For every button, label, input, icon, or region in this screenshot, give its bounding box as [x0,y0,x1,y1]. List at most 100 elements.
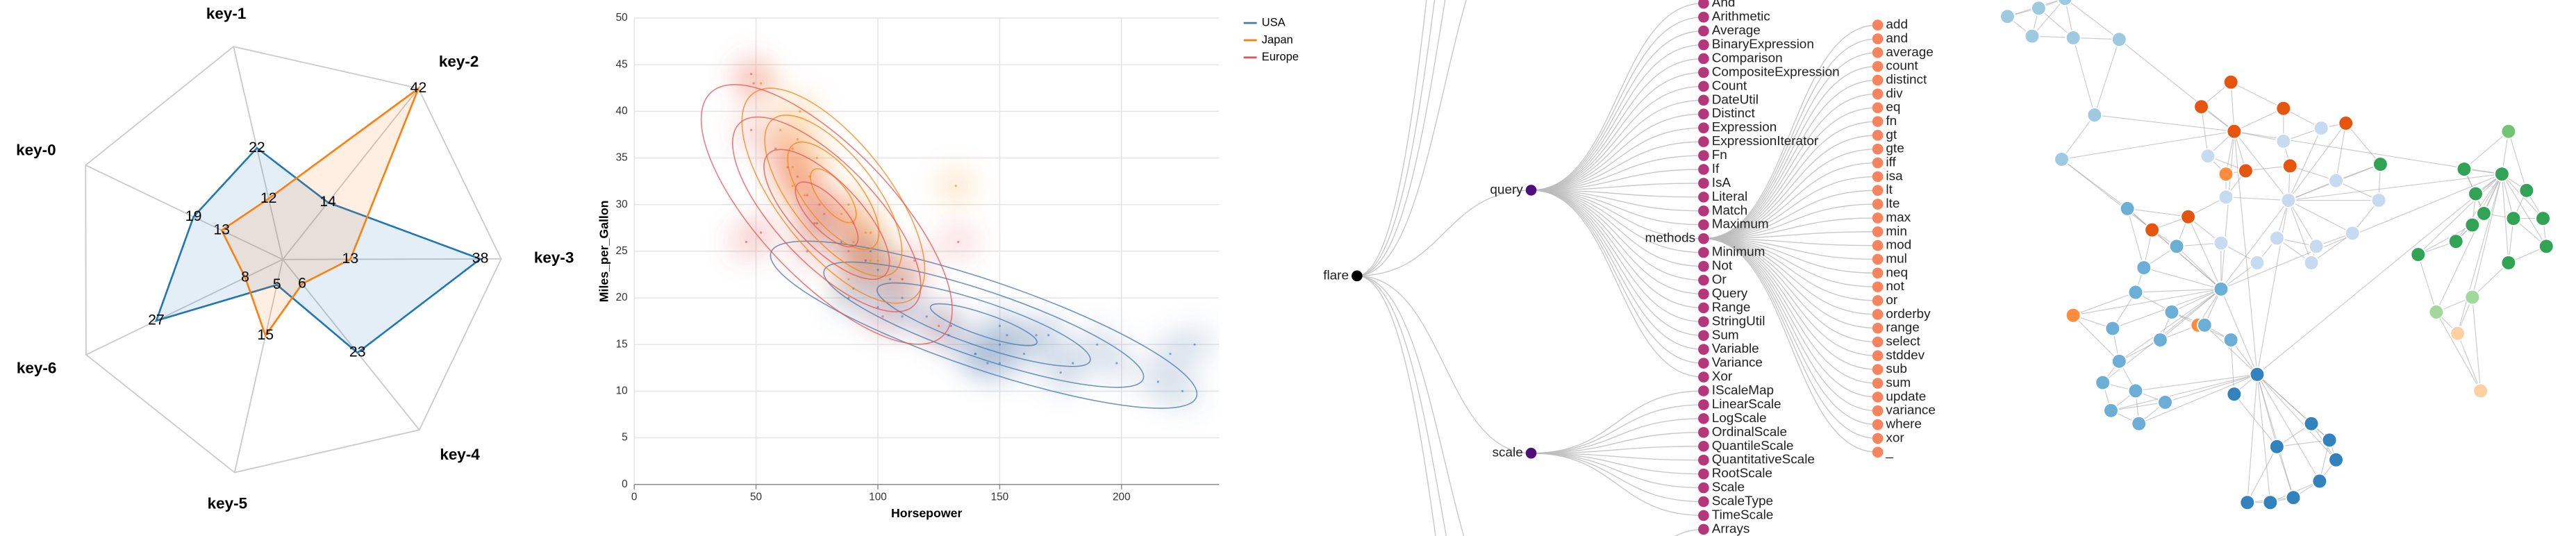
tree-link [1531,190,1704,226]
value-label: 15 [257,326,274,343]
value-label: 5 [273,276,281,292]
radar-axis [85,165,283,260]
legend-label: USA [1262,15,1286,28]
tree-link [1531,190,1704,295]
graph-edge [2257,374,2271,503]
point [998,362,1002,365]
tree-node [1872,392,1884,403]
tree-link [1703,93,1878,240]
node-label: Or [1712,273,1727,287]
tree-node [1698,302,1709,314]
tree-link [1703,237,1878,260]
radar-area [154,146,483,354]
tree-link [1703,190,1878,240]
y-tick-label: 45 [616,58,628,70]
tree-link [1356,275,1447,536]
graph-edge [2257,200,2289,375]
tree-node [1698,454,1709,466]
graph-edge [2257,174,2502,375]
tree-node [1698,496,1709,508]
graph-edge [2288,174,2502,201]
node-label: LinearScale [1712,397,1781,412]
radar-key: key-0 [16,141,56,158]
graph-edge [2234,131,2289,201]
graph-node [2226,386,2243,403]
tree-link [1531,190,1704,267]
value-label: 42 [410,79,427,96]
graph-node [2057,0,2073,6]
tree-link [1703,135,1878,240]
point [901,296,904,299]
tree-node [1698,11,1709,23]
node-label: Scale [1712,480,1745,495]
tree-node [1872,102,1884,113]
node-label: count [1886,59,1918,74]
density-contour [741,87,926,304]
node-label: Variable [1712,342,1759,356]
node-label: isa [1886,169,1903,183]
point [799,110,801,113]
point [749,72,753,76]
graph-node [2222,332,2239,348]
graph-node [2095,374,2111,391]
graph-node [2282,158,2298,174]
graph-edge [2127,208,2188,217]
graph-edge [2288,123,2347,201]
tree-node [1872,267,1884,279]
point [806,250,808,253]
graph-node [2031,0,2047,17]
tree-link [1703,148,1878,240]
radar-axis [233,46,283,260]
graph-edge [2165,374,2258,403]
graph-edge [2230,82,2235,132]
tree-node [1872,309,1884,320]
tree-link [1531,453,1704,475]
legend-label: Europe [1262,50,1299,63]
tree-node [1698,524,1709,535]
tree-node [1698,136,1709,147]
tree-link [1703,237,1878,274]
graph-node [2180,208,2196,225]
tree-node [1698,358,1709,369]
value-label: 14 [319,193,336,210]
tree-link [1703,237,1878,343]
tree-link [1703,237,1878,412]
node-label: Count [1712,78,1747,93]
point [876,269,879,271]
point [847,250,850,253]
node-label: gte [1886,142,1904,156]
point [1035,334,1038,337]
tree-node [1698,330,1709,342]
graph-node [2249,255,2266,271]
tree-link [1703,237,1878,370]
radar-key: key-1 [206,5,246,22]
tree-link [1531,190,1704,378]
point [938,324,940,328]
tree-node [1698,206,1709,217]
point [869,259,872,262]
point [823,212,826,215]
graph-node [2373,156,2388,172]
point [876,259,879,262]
graph-edge [2220,131,2235,290]
graph-node [2065,30,2081,46]
graph-node [2518,183,2535,199]
point [998,343,1002,346]
tree-link [1675,528,1704,536]
y-tick-label: 20 [616,292,628,303]
node-label: Variance [1712,355,1763,370]
x-tick-label: 200 [1113,492,1131,503]
node-label: LogScale [1712,411,1767,426]
graph-edge [2501,174,2547,247]
point [1006,334,1008,337]
graph-edge [2288,200,2353,234]
x-tick-label: 50 [750,492,762,503]
y-axis-title: Miles_per_Gallon [597,201,610,303]
tree-node [1698,108,1709,120]
node-label: neq [1886,265,1908,280]
tree-link [1531,390,1704,454]
density-contour [787,141,880,251]
graph-node [2370,192,2387,208]
tree-node [1872,419,1884,430]
